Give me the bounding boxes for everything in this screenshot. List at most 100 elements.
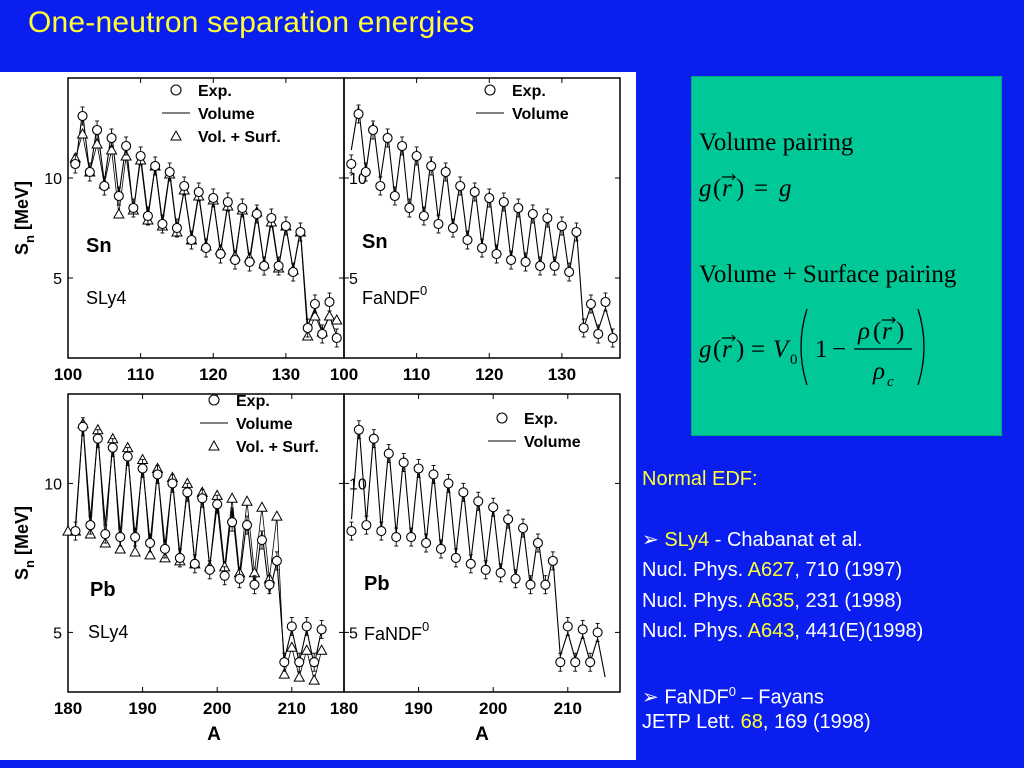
exp-circle-point (237, 202, 248, 214)
vol-surf-triangle-point (144, 548, 156, 560)
x-tick-label: 200 (479, 699, 507, 718)
exp-circle-point (578, 322, 589, 334)
exp-circle-point (130, 531, 141, 543)
exp-circle-point (455, 180, 466, 192)
exp-circle-point (488, 502, 499, 513)
exp-circle-point (193, 186, 204, 198)
exp-circle-point (115, 531, 126, 543)
bullet-arrow-icon: ➢ (642, 528, 659, 551)
vol-surf-triangle-point (112, 207, 125, 219)
exp-circle-point (542, 212, 553, 224)
legend-entry: Exp. (198, 83, 232, 100)
legend-entry: Exp. (236, 393, 270, 410)
exp-circle-point (208, 192, 219, 204)
exp-circle-point (70, 526, 81, 537)
exp-circle-point (309, 657, 320, 668)
exp-circle-point (383, 448, 394, 459)
exp-circle-point (324, 296, 335, 308)
x-tick-label: 110 (127, 365, 154, 384)
exp-circle-point (200, 242, 212, 254)
exp-circle-point (406, 531, 417, 543)
vol-surf-triangle-point (271, 510, 283, 521)
slide-title: One-neutron separation energies (28, 6, 475, 39)
reference-pages: , 231 (1998) (794, 589, 903, 612)
svg-text:): ) (736, 336, 744, 363)
fandf-authors: – Fayans (736, 686, 824, 709)
exp-circle-point (525, 579, 536, 590)
fandf-name: FaNDF (664, 686, 729, 709)
exp-circle-point (473, 496, 484, 507)
exp-circle-point (241, 520, 253, 531)
volume-pairing-title: Volume pairing (699, 129, 854, 156)
exp-circle-point (256, 534, 267, 546)
exp-circle-point (411, 150, 422, 162)
exp-circle-point (556, 220, 567, 232)
exp-circle-point (174, 552, 185, 563)
x-tick-label: 210 (554, 699, 582, 718)
exp-circle-point (121, 140, 132, 152)
exp-circle-point (179, 180, 190, 192)
chart-panel-sn-sly4: 100 110 120 130 5 10 Sn [MeV] Sn SLy4 Exp. Volume V… (12, 77, 345, 384)
volume-surface-pairing-title: Volume + Surface pairing (699, 261, 957, 288)
exp-circle-point (562, 621, 573, 632)
exp-circle-point (418, 210, 429, 222)
exp-circle-point (520, 256, 531, 268)
exp-circle-point (491, 248, 502, 260)
vol-surf-triangle-point (285, 641, 298, 652)
vol-surf-triangle-point (105, 143, 118, 155)
exp-circle-point (513, 202, 524, 214)
exp-circle-point (570, 657, 581, 668)
exp-circle-point (397, 140, 408, 152)
exp-circle-point (480, 564, 491, 575)
exp-circle-point (331, 332, 342, 344)
vol-surf-triangle-point (120, 149, 132, 161)
y-tick-label: 10 (44, 171, 62, 188)
x-tick-label: 100 (54, 365, 82, 384)
x-tick-label: 120 (199, 365, 227, 384)
exp-circle-point (368, 124, 379, 136)
exp-circle-point (84, 166, 95, 178)
x-tick-label: 100 (330, 365, 358, 384)
x-tick-label: 190 (404, 699, 432, 718)
exp-circle-point (391, 531, 402, 543)
y-axis-label: Sn [MeV] (12, 506, 37, 580)
exp-circle-point (440, 166, 451, 178)
exp-circle-point (428, 469, 439, 480)
svg-text:−: − (832, 336, 846, 363)
vol-surf-triangle-point (256, 501, 268, 512)
legend-entry: Volume (236, 416, 293, 433)
element-label: Pb (90, 579, 116, 601)
exp-circle-point (353, 424, 364, 435)
vol-surf-triangle-point (91, 137, 103, 149)
exp-circle-point (540, 579, 551, 590)
exp-circle-point (346, 526, 357, 537)
legend-entry: Vol. + Surf. (236, 439, 319, 456)
sly4-reference: ➢ SLy4 - Chabanat et al. (642, 525, 1022, 555)
element-label: Sn (86, 235, 112, 257)
exp-circle-point (426, 160, 437, 172)
svg-text:g: g (699, 175, 712, 202)
x-axis-label: A (475, 724, 489, 745)
exp-circle-point (360, 166, 371, 178)
plot-frame (343, 393, 621, 693)
exp-circle-point (244, 256, 255, 268)
legend-entry: Volume (198, 106, 255, 123)
exp-circle-point (532, 537, 543, 549)
exp-circle-point (164, 166, 175, 178)
reference-line: Nucl. Phys. A643, 441(E)(1998) (642, 616, 1022, 646)
svg-text:g: g (699, 336, 712, 363)
exp-circle-point (389, 190, 400, 202)
legend-triangle-icon (208, 439, 220, 451)
exp-circle-point (219, 570, 230, 581)
exp-circle-point (361, 520, 372, 531)
y-tick-label: 5 (53, 625, 62, 642)
exp-circle-point (549, 260, 560, 272)
reference-pages: , 441(E)(1998) (794, 619, 924, 642)
exp-circle-point (92, 124, 103, 136)
exp-circle-point (157, 218, 168, 230)
element-label: Pb (364, 573, 390, 595)
exp-circle-point (433, 218, 444, 230)
exp-circle-point (271, 555, 282, 566)
